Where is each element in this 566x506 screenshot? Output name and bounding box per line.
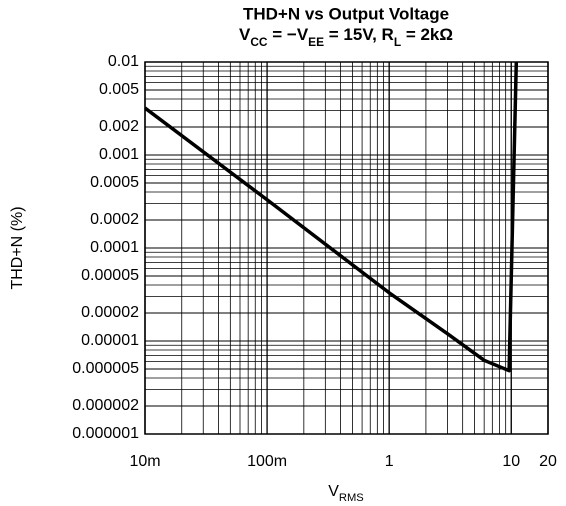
y-tick-label: 0.01 (108, 53, 139, 70)
text-part: = 15V, R (324, 25, 394, 44)
x-tick-label: 10m (129, 453, 160, 470)
x-tick-label: 10 (502, 453, 520, 470)
y-tick-label: 0.002 (99, 118, 139, 135)
y-tick-label: 0.0005 (90, 174, 139, 191)
x-tick-label: 1 (385, 453, 394, 470)
text-part: CC (250, 35, 268, 49)
data-line (145, 62, 519, 373)
text-part: RMS (339, 492, 364, 504)
y-tick-label: 0.00005 (81, 267, 139, 284)
y-tick-label: 0.005 (99, 81, 139, 98)
text-part: = 2kΩ (401, 25, 453, 44)
x-tick-label: 20 (539, 453, 557, 470)
chart-subtitle: VCC = −VEE = 15V, RL = 2kΩ (239, 25, 453, 49)
x-tick-label: 100m (247, 453, 287, 470)
y-tick-label: 0.001 (99, 146, 139, 163)
text-part: EE (308, 35, 324, 49)
y-tick-label: 0.000001 (72, 425, 139, 442)
y-tick-label: 0.0002 (90, 211, 139, 228)
text-part: L (394, 35, 401, 49)
text-part: = −V (268, 25, 309, 44)
chart-title: THD+N vs Output Voltage (243, 4, 449, 23)
y-axis-label: THD+N (%) (9, 206, 26, 289)
y-tick-label: 0.000005 (72, 360, 139, 377)
y-tick-label: 0.000002 (72, 397, 139, 414)
y-tick-label: 0.00001 (81, 332, 139, 349)
x-axis-label: VRMS (328, 483, 364, 504)
y-tick-label: 0.0001 (90, 239, 139, 256)
text-part: V (328, 483, 339, 500)
y-tick-label: 0.00002 (81, 304, 139, 321)
text-part: V (239, 25, 251, 44)
plot-frame (144, 61, 549, 435)
